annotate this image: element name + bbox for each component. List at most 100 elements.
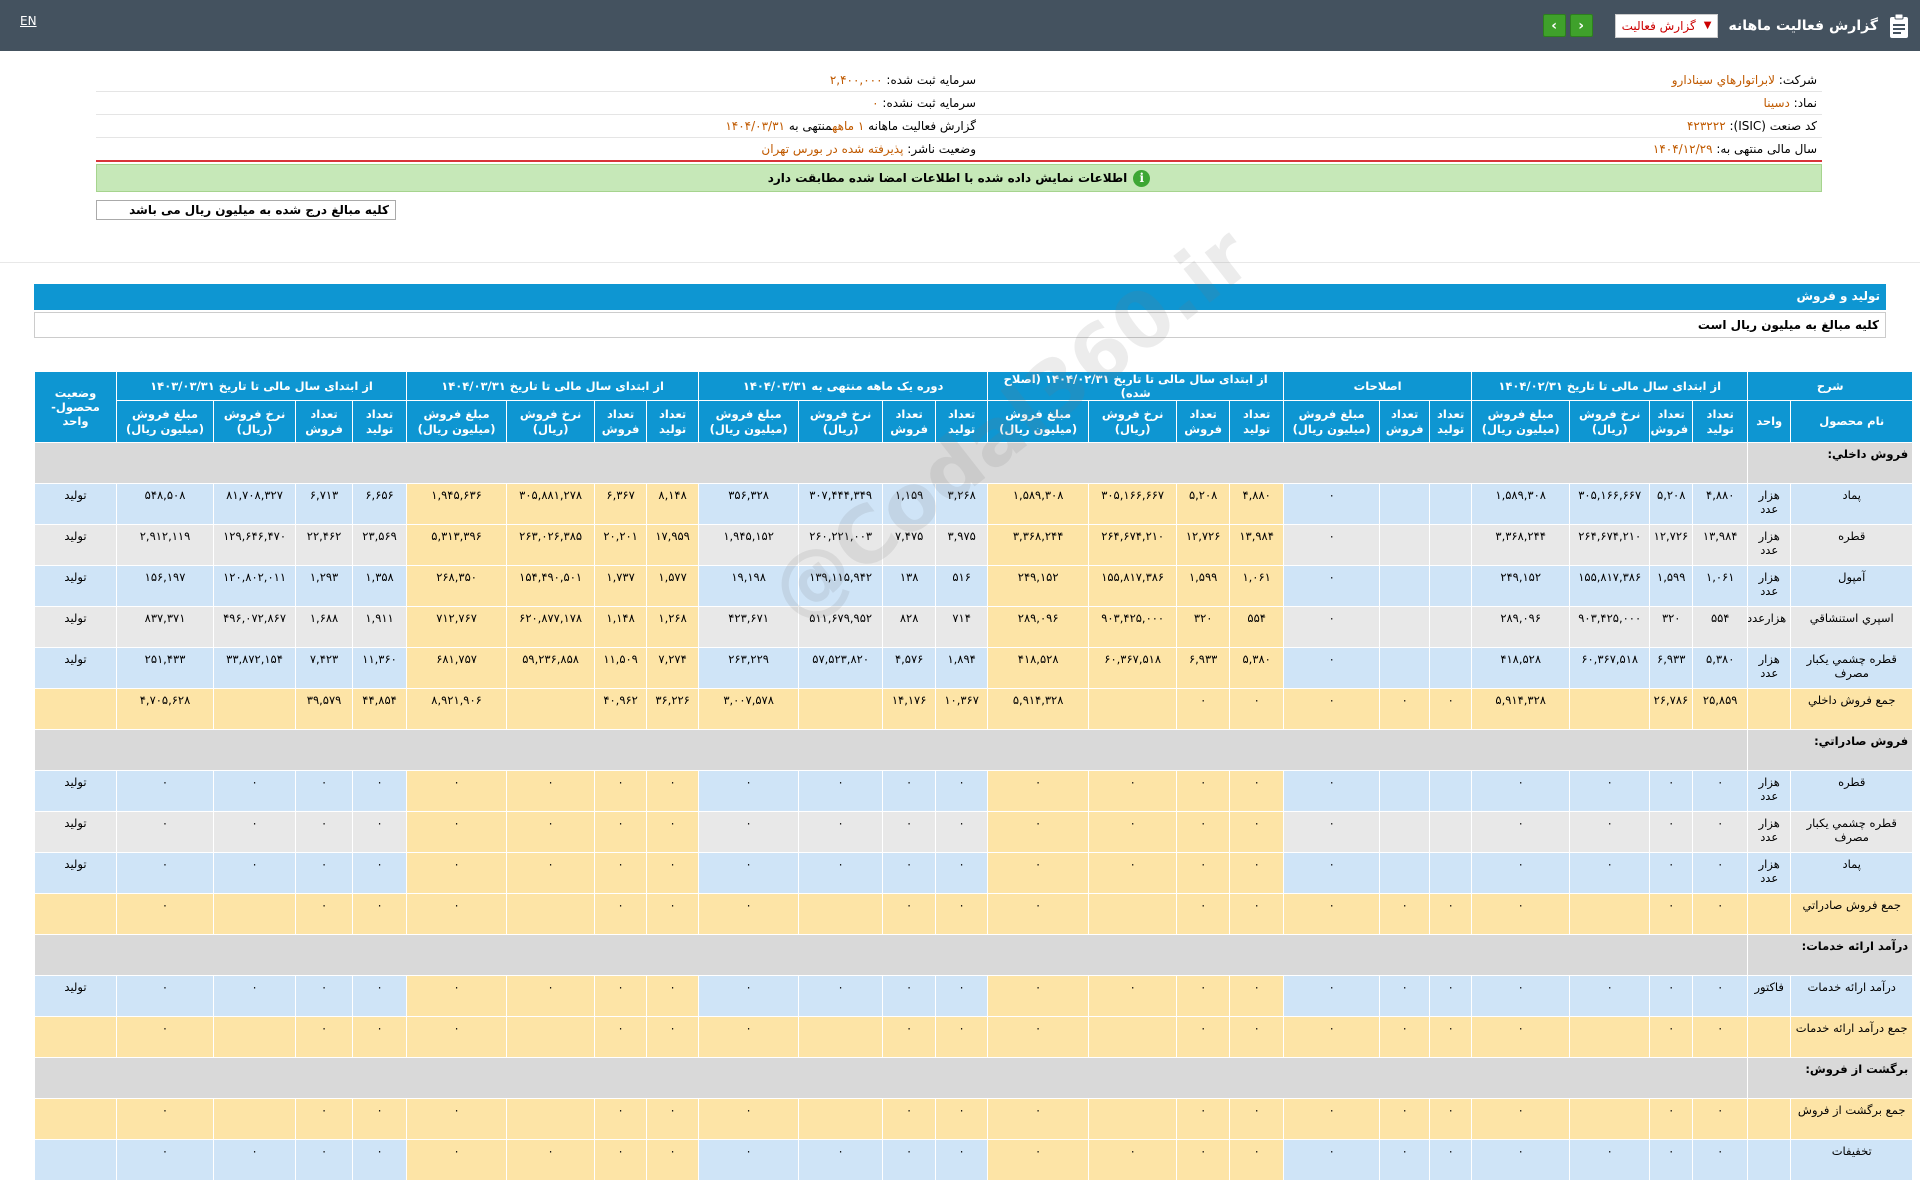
cell: ۰ [1471, 1139, 1571, 1181]
product-status [34, 1139, 117, 1181]
cell: ۶۸۱,۷۵۷ [406, 647, 508, 689]
cell: ۰ [1649, 1098, 1694, 1140]
cell: ۰ [1176, 1098, 1231, 1140]
header-group-1: از ابتدای سال مالی تا تاریخ ۱۴۰۴/۰۲/۳۱ [1471, 371, 1749, 401]
cell: ۰ [1283, 770, 1381, 812]
cell: ۲,۹۱۲,۱۱۹ [115, 524, 215, 566]
product-name: قطره چشمي يكبار مصرف [1790, 647, 1914, 689]
cell: ۹۰۳,۴۲۵,۰۰۰ [1088, 606, 1178, 648]
header-group-3: از ابتدای سال مالی تا تاریخ ۱۴۰۴/۰۲/۳۱ (… [987, 371, 1285, 401]
cell: ۳,۳۶۸,۲۴۴ [987, 524, 1090, 566]
language-link[interactable]: EN [20, 14, 37, 28]
product-name: درآمد ارائه خدمات [1790, 975, 1914, 1017]
cell: ۰ [1283, 647, 1381, 689]
header-sales-g1: تعداد فروش [1649, 400, 1694, 443]
cell: ۰ [1692, 1016, 1749, 1058]
cell [1429, 811, 1473, 853]
cell: ۲۵,۸۵۹ [1692, 688, 1749, 730]
cell: ۵,۹۱۴,۳۲۸ [987, 688, 1090, 730]
cell: ۱,۲۶۸ [646, 606, 700, 648]
cell: ۰ [935, 852, 989, 894]
section-row: درآمد ارائه خدمات: [33, 934, 1914, 976]
cell: ۰ [213, 770, 297, 812]
amounts-note: کلیه مبالغ درج شده به میلیون ریال می باش… [96, 200, 396, 220]
cell: ۱,۲۹۳ [295, 565, 354, 607]
cell: ۰ [1569, 770, 1651, 812]
next-button[interactable]: › [1569, 14, 1593, 37]
cell: ۰ [115, 770, 215, 812]
cell: ۰ [1088, 770, 1178, 812]
cell: ۰ [1569, 975, 1651, 1017]
cell: ۰ [1229, 770, 1285, 812]
cell: ۰ [295, 975, 354, 1017]
cell: ۰ [1649, 852, 1694, 894]
product-name: قطره چشمي يكبار مصرف [1790, 811, 1914, 853]
report-type-select[interactable]: گزارش فعالیت ▼ [1614, 13, 1719, 38]
product-status: تولید [34, 811, 117, 853]
total-row: جمع درآمد ارائه خدمات ۰ ۰ ۰ ۰ ۰ ۰ ۰ ۰ ۰ ۰ ۰ ۰ ۰ ۰ ۰ ۰ ۰ ۰ [34, 1016, 1914, 1058]
cell [798, 1016, 884, 1058]
cell: ۰ [882, 852, 937, 894]
cell: ۰ [594, 1139, 648, 1181]
product-name: قطره [1790, 770, 1914, 812]
total-row: جمع برگشت از فروش ۰ ۰ ۰ ۰ ۰ ۰ ۰ ۰ ۰ ۰ ۰ ۰ ۰ ۰ ۰ ۰ ۰ ۰ [34, 1098, 1914, 1140]
cell [798, 1098, 884, 1140]
cell: ۰ [698, 811, 800, 853]
cell: ۰ [882, 893, 937, 935]
notice-text: اطلاعات نمایش داده شده با اطلاعات امضا ش… [767, 171, 1128, 185]
cell: ۰ [1229, 1016, 1285, 1058]
cell [1379, 770, 1431, 812]
cell: ۵۵۴ [1229, 606, 1285, 648]
section-subtitle: کلیه مبالغ به میلیون ریال است [34, 312, 1886, 338]
cell: ۰ [698, 1139, 800, 1181]
cell: ۰ [213, 811, 297, 853]
cell: ۰ [506, 770, 596, 812]
section-title: تولید و فروش [34, 284, 1886, 310]
clipboard-icon [1890, 13, 1908, 38]
divider-red [96, 160, 1822, 162]
cell: ۱۳۸ [882, 565, 937, 607]
isic-value: ۴۲۳۲۲۲ [1686, 119, 1726, 133]
cell [1088, 1098, 1178, 1140]
cell: ۱۳۹,۱۱۵,۹۴۲ [798, 565, 884, 607]
cell: ۰ [594, 770, 648, 812]
header-group-4: دوره یک ماهه منتهی به ۱۴۰۴/۰۳/۳۱ [698, 371, 989, 401]
cell: ۳۹,۵۷۹ [295, 688, 354, 730]
cell: ۱,۵۹۹ [1176, 565, 1231, 607]
cell: ۰ [1692, 770, 1749, 812]
product-name: پماد [1790, 483, 1914, 525]
cell: ۰ [1088, 852, 1178, 894]
cell [1429, 524, 1473, 566]
cell: ۳,۳۶۸,۲۴۴ [1471, 524, 1571, 566]
cell: ۰ [987, 975, 1090, 1017]
cell: ۰ [352, 1139, 408, 1181]
cell [1429, 606, 1473, 648]
cell: ۸۲۸ [882, 606, 937, 648]
cell: ۰ [987, 770, 1090, 812]
cell [213, 688, 297, 730]
total-row: جمع فروش صادراتي ۰ ۰ ۰ ۰ ۰ ۰ ۰ ۰ ۰ ۰ ۰ ۰ ۰ ۰ ۰ ۰ ۰ ۰ [34, 893, 1914, 935]
cell: ۵۱۱,۶۷۹,۹۵۲ [798, 606, 884, 648]
cell: ۰ [1649, 770, 1694, 812]
cell: ۱,۸۹۴ [935, 647, 989, 689]
table-row: قطره چشمي يكبار مصرف هزار عدد ۰ ۰ ۰ ۰ ۰ ۰ ۰ ۰ ۰ ۰ ۰ ۰… [34, 811, 1914, 853]
cell: ۰ [798, 852, 884, 894]
section-fill [33, 1057, 1749, 1099]
section-label: فروش صادراتي: [1747, 729, 1914, 771]
cell: ۰ [1379, 1098, 1431, 1140]
cell: ۳۰۵,۱۶۶,۶۶۷ [1569, 483, 1651, 525]
cell: ۰ [882, 1016, 937, 1058]
nav-buttons: ‹ › [1542, 14, 1593, 37]
cell: ۰ [594, 975, 648, 1017]
status-value: پذیرفته شده در بورس تهران [761, 142, 904, 156]
cell: ۰ [1229, 1098, 1285, 1140]
cell: ۰ [1379, 1139, 1431, 1181]
cell: ۷,۲۷۴ [646, 647, 700, 689]
cell: ۰ [987, 1098, 1090, 1140]
cell: ۶,۶۵۶ [352, 483, 408, 525]
prev-button[interactable]: ‹ [1542, 14, 1566, 37]
cell: ۳,۲۶۸ [935, 483, 989, 525]
section-label: فروش داخلي: [1747, 442, 1914, 484]
product-status: تولید [34, 606, 117, 648]
product-unit: هزار عدد [1747, 852, 1792, 894]
